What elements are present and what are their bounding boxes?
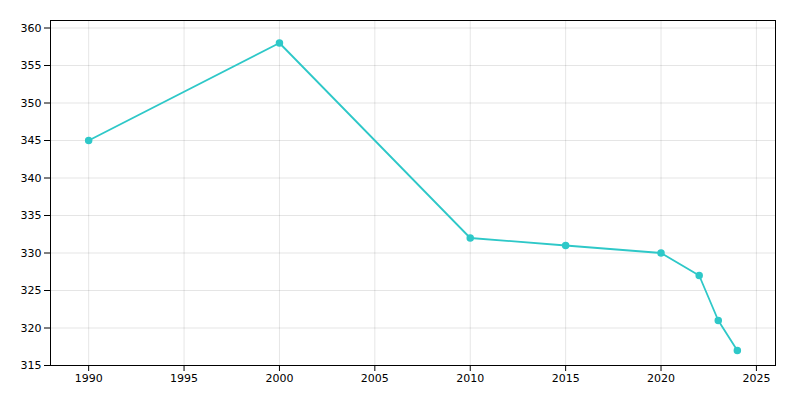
svg-text:2000: 2000 xyxy=(265,372,293,385)
svg-text:2020: 2020 xyxy=(647,372,675,385)
svg-text:345: 345 xyxy=(21,134,42,147)
svg-text:320: 320 xyxy=(21,322,42,335)
svg-text:355: 355 xyxy=(21,59,42,72)
svg-text:360: 360 xyxy=(21,22,42,35)
svg-text:2005: 2005 xyxy=(361,372,389,385)
svg-text:335: 335 xyxy=(21,209,42,222)
svg-text:2010: 2010 xyxy=(456,372,484,385)
svg-text:340: 340 xyxy=(21,172,42,185)
svg-text:325: 325 xyxy=(21,284,42,297)
svg-text:1990: 1990 xyxy=(75,372,103,385)
svg-text:2015: 2015 xyxy=(552,372,580,385)
svg-text:330: 330 xyxy=(21,247,42,260)
svg-text:350: 350 xyxy=(21,97,42,110)
svg-text:1995: 1995 xyxy=(170,372,198,385)
svg-text:315: 315 xyxy=(21,359,42,372)
svg-text:2025: 2025 xyxy=(742,372,770,385)
